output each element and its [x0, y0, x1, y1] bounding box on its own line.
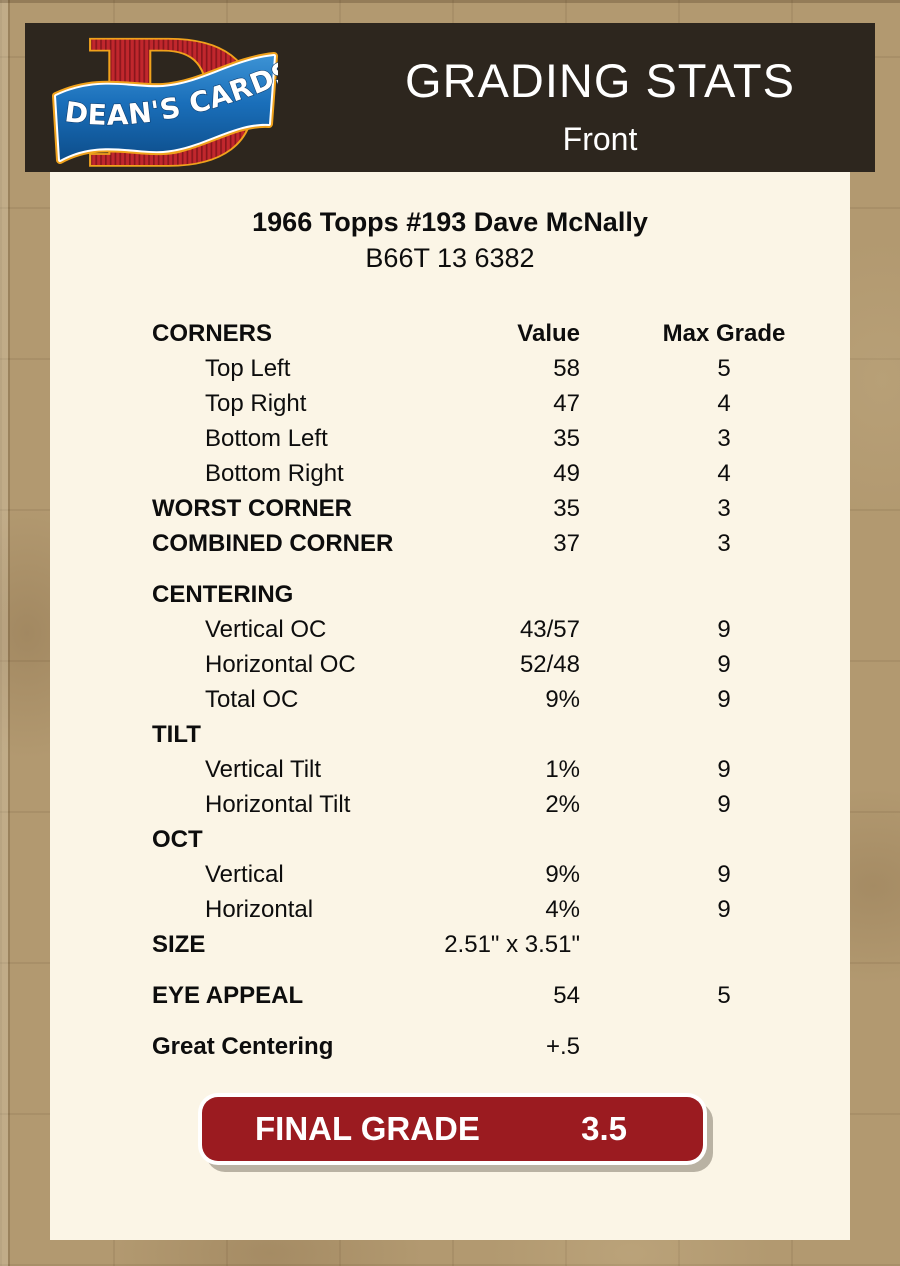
- row-max-grade: 3: [717, 530, 731, 557]
- row-label: Horizontal OC: [205, 651, 356, 678]
- table-row: SIZE 2.51" x 3.51": [50, 927, 850, 962]
- row-value: [420, 717, 580, 752]
- page-subtitle: Front: [562, 121, 638, 157]
- row-value: 47: [553, 390, 580, 417]
- row-max-grade: 3: [717, 495, 731, 522]
- table-row: Top Left 58 5: [50, 351, 850, 386]
- table-section-row: OCT: [50, 822, 850, 857]
- grading-panel: 1966 Topps #193 Dave McNally B66T 13 638…: [50, 172, 850, 1240]
- row-value: 35: [553, 495, 580, 522]
- row-value: 37: [553, 530, 580, 557]
- row-value: 1%: [545, 756, 580, 783]
- row-label: Horizontal: [205, 896, 314, 923]
- row-label: Great Centering: [152, 1033, 334, 1060]
- section-label: TILT: [152, 721, 201, 748]
- row-value: 2.51" x 3.51": [444, 931, 580, 958]
- row-value: 9%: [545, 686, 580, 713]
- row-value: 43/57: [519, 616, 580, 643]
- table-header-row: CORNERS Value Max Grade: [50, 316, 850, 351]
- row-label: Bottom Left: [205, 425, 328, 452]
- table-row: COMBINED CORNER 37 3: [50, 526, 850, 561]
- grading-table: CORNERS Value Max Grade Top Left 58 5 To…: [50, 316, 850, 1064]
- section-label: OCT: [152, 826, 203, 853]
- final-grade-badge: FINAL GRADE 3.5: [202, 1097, 703, 1161]
- row-value: 52/48: [519, 651, 580, 678]
- row-max-grade: [649, 822, 799, 857]
- row-label: Top Left: [205, 355, 291, 382]
- deans-cards-logo: D DEAN'S CARDS: [48, 2, 298, 208]
- row-label: Top Right: [205, 390, 307, 417]
- row-max-grade: [649, 1029, 799, 1064]
- table-row: Bottom Left 35 3: [50, 421, 850, 456]
- row-max-grade: 4: [717, 460, 731, 487]
- row-max-grade: 9: [717, 686, 731, 713]
- table-row: Total OC 9% 9: [50, 682, 850, 717]
- row-value: 58: [553, 355, 580, 382]
- row-max-grade: [649, 717, 799, 752]
- table-row: Horizontal 4% 9: [50, 892, 850, 927]
- row-max-grade: 9: [717, 651, 731, 678]
- card-serial-code: B66T 13 6382: [365, 243, 535, 273]
- row-max-grade: [649, 577, 799, 612]
- row-value: [420, 577, 580, 612]
- row-max-grade: 9: [717, 791, 731, 818]
- table-row: Vertical OC 43/57 9: [50, 612, 850, 647]
- table-row: Vertical Tilt 1% 9: [50, 752, 850, 787]
- row-max-grade: 5: [717, 982, 731, 1009]
- table-section-row: TILT: [50, 717, 850, 752]
- table-row: Top Right 47 4: [50, 386, 850, 421]
- row-value: 49: [553, 460, 580, 487]
- table-row: Great Centering +.5: [50, 1029, 850, 1064]
- row-label: Vertical: [205, 861, 284, 888]
- row-max-grade: 4: [717, 390, 731, 417]
- final-grade-value: 3.5: [581, 1110, 627, 1147]
- table-row: WORST CORNER 35 3: [50, 491, 850, 526]
- section-label: CENTERING: [152, 581, 294, 608]
- row-value: 54: [553, 982, 580, 1009]
- card-title: 1966 Topps #193 Dave McNally: [252, 207, 648, 237]
- row-label: COMBINED CORNER: [152, 530, 394, 557]
- row-value: 4%: [545, 896, 580, 923]
- row-label: Total OC: [205, 686, 299, 713]
- row-label: WORST CORNER: [152, 495, 352, 522]
- row-label: Bottom Right: [205, 460, 344, 487]
- column-header-value: Value: [517, 320, 580, 347]
- column-header-max-grade: Max Grade: [662, 320, 786, 347]
- table-row: Horizontal OC 52/48 9: [50, 647, 850, 682]
- row-label: Horizontal Tilt: [205, 791, 351, 818]
- row-value: [420, 822, 580, 857]
- row-max-grade: 9: [717, 756, 731, 783]
- header-bar: D DEAN'S CARDS GRADING STATS Front: [25, 2, 875, 208]
- row-max-grade: 5: [717, 355, 731, 382]
- section-label: CORNERS: [152, 320, 273, 347]
- page-title: GRADING STATS: [405, 54, 795, 107]
- row-max-grade: [649, 927, 799, 962]
- table-row: Horizontal Tilt 2% 9: [50, 787, 850, 822]
- row-max-grade: 3: [717, 425, 731, 452]
- row-max-grade: 9: [717, 861, 731, 888]
- row-value: 2%: [545, 791, 580, 818]
- row-value: +.5: [545, 1033, 580, 1060]
- deans-cards-logo-icon: D DEAN'S CARDS: [52, 2, 298, 208]
- row-label: SIZE: [152, 931, 206, 958]
- row-value: 35: [553, 425, 580, 452]
- row-max-grade: 9: [717, 896, 731, 923]
- row-value: 9%: [545, 861, 580, 888]
- row-label: Vertical OC: [205, 616, 327, 643]
- table-row: Vertical 9% 9: [50, 857, 850, 892]
- row-max-grade: 9: [717, 616, 731, 643]
- table-row: Bottom Right 49 4: [50, 456, 850, 491]
- final-grade-label: FINAL GRADE: [255, 1110, 480, 1147]
- table-row: EYE APPEAL 54 5: [50, 978, 850, 1013]
- row-label: EYE APPEAL: [152, 982, 304, 1009]
- table-section-row: CENTERING: [50, 577, 850, 612]
- row-label: Vertical Tilt: [205, 756, 322, 783]
